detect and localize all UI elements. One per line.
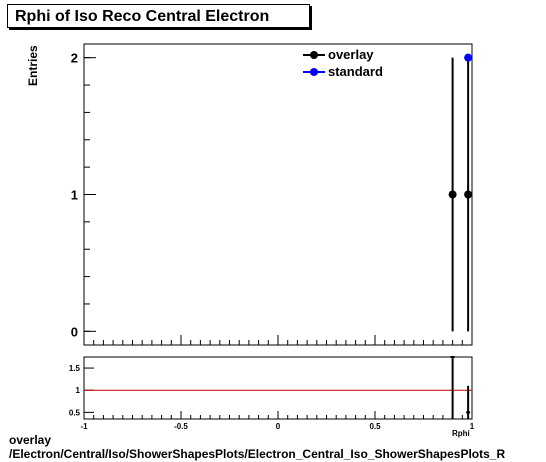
overlay-data-point (448, 190, 457, 199)
legend: overlay standard (303, 46, 383, 80)
legend-entry-standard: standard (303, 63, 383, 80)
legend-entry-overlay: overlay (303, 46, 383, 63)
main-plot-frame (83, 43, 473, 346)
footer-path: /Electron/Central/Iso/ShowerShapesPlots/… (9, 447, 506, 461)
y-tick-label: 0 (71, 324, 78, 339)
x-axis-label: Rphi (452, 429, 470, 438)
legend-marker-standard (303, 67, 325, 77)
ratio-plot-border (83, 356, 473, 420)
ratio-y-tick-label: 1.5 (69, 364, 81, 373)
main-plot-border (83, 43, 473, 346)
legend-label-overlay: overlay (328, 47, 374, 62)
x-tick-label: -0.5 (174, 422, 188, 431)
y-tick-label: 1 (71, 188, 78, 203)
legend-label-standard: standard (328, 64, 383, 79)
main-axis-ticks: 0 1 2 (71, 51, 473, 345)
ratio-plot-marks (84, 356, 472, 419)
ratio-plot-frame (83, 356, 473, 420)
x-tick-label: 1 (470, 422, 475, 431)
main-plot-marks (448, 53, 473, 332)
ratio-y-tick-label: 0.5 (69, 408, 81, 417)
ratio-axis-ticks: 0.5 1 1.5 -1 -0.5 0 0.5 1 (69, 364, 475, 431)
y-tick-label: 2 (71, 51, 78, 66)
legend-marker-overlay (303, 50, 325, 60)
footer-label: overlay (9, 433, 52, 447)
x-tick-label: -1 (80, 422, 88, 431)
chart-title: Rphi of Iso Reco Central Electron (7, 4, 310, 28)
x-tick-label: 0.5 (369, 422, 381, 431)
standard-data-point (464, 53, 473, 62)
x-tick-label: 0 (276, 422, 281, 431)
ratio-y-tick-label: 1 (76, 386, 81, 395)
overlay-data-point (464, 190, 473, 199)
